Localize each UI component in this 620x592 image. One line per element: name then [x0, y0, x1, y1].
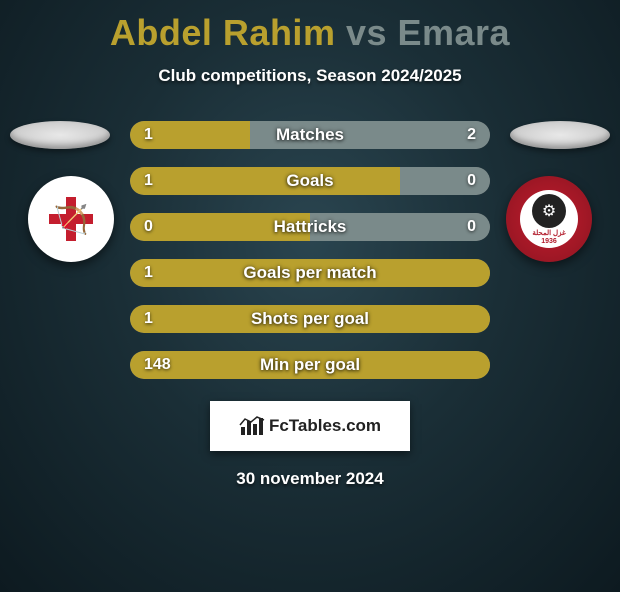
brand-text: FcTables.com	[269, 416, 381, 436]
stat-bar-label: Shots per goal	[130, 305, 490, 333]
player2-name: Emara	[398, 12, 511, 53]
stat-bar-value-right: 2	[467, 121, 476, 149]
stat-bar-label: Min per goal	[130, 351, 490, 379]
comparison-body: 🏹 ⚙ غزل المحلة 1936 Matches12Goals10Hatt…	[0, 121, 620, 489]
stat-bar-value-right: 0	[467, 167, 476, 195]
stat-bar-value-left: 0	[144, 213, 153, 241]
subtitle: Club competitions, Season 2024/2025	[0, 66, 620, 86]
stat-bar-value-left: 1	[144, 305, 153, 333]
stat-bar-label: Hattricks	[130, 213, 490, 241]
player2-badge: ⚙ غزل المحلة 1936	[506, 176, 592, 262]
stat-bar-label: Goals	[130, 167, 490, 195]
stat-bar-value-left: 1	[144, 259, 153, 287]
player2-badge-core: ⚙	[532, 194, 566, 228]
stat-bar-label: Goals per match	[130, 259, 490, 287]
player1-name: Abdel Rahim	[110, 12, 336, 53]
stat-bar-value-left: 1	[144, 121, 153, 149]
stat-bar-row: Matches1 2	[130, 121, 490, 149]
stat-bar-row: Shots per goal1	[130, 305, 490, 333]
stat-bar-value-right: 0	[467, 213, 476, 241]
stat-bar-row: Goals1 0	[130, 167, 490, 195]
archer-icon: 🏹	[54, 203, 89, 236]
player2-platform	[510, 121, 610, 149]
player2-badge-name: غزل المحلة	[532, 229, 565, 237]
stat-bar-row: Min per goal148	[130, 351, 490, 379]
vs-text: vs	[335, 12, 397, 53]
player2-badge-inner: ⚙ غزل المحلة 1936	[520, 190, 578, 248]
stat-bar-row: Goals per match1	[130, 259, 490, 287]
footer-date: 30 november 2024	[0, 469, 620, 489]
stat-bars: Matches12Goals10Hattricks00Goals per mat…	[130, 121, 490, 379]
chart-icon	[239, 415, 265, 437]
stat-bar-value-left: 148	[144, 351, 171, 379]
comparison-title: Abdel Rahim vs Emara	[0, 12, 620, 54]
player1-platform	[10, 121, 110, 149]
player1-badge: 🏹	[28, 176, 114, 262]
player1-badge-inner: 🏹	[34, 182, 108, 256]
player2-badge-year: 1936	[541, 238, 557, 245]
stat-bar-label: Matches	[130, 121, 490, 149]
brand-box: FcTables.com	[210, 401, 410, 451]
stat-bar-row: Hattricks0 0	[130, 213, 490, 241]
stat-bar-value-left: 1	[144, 167, 153, 195]
